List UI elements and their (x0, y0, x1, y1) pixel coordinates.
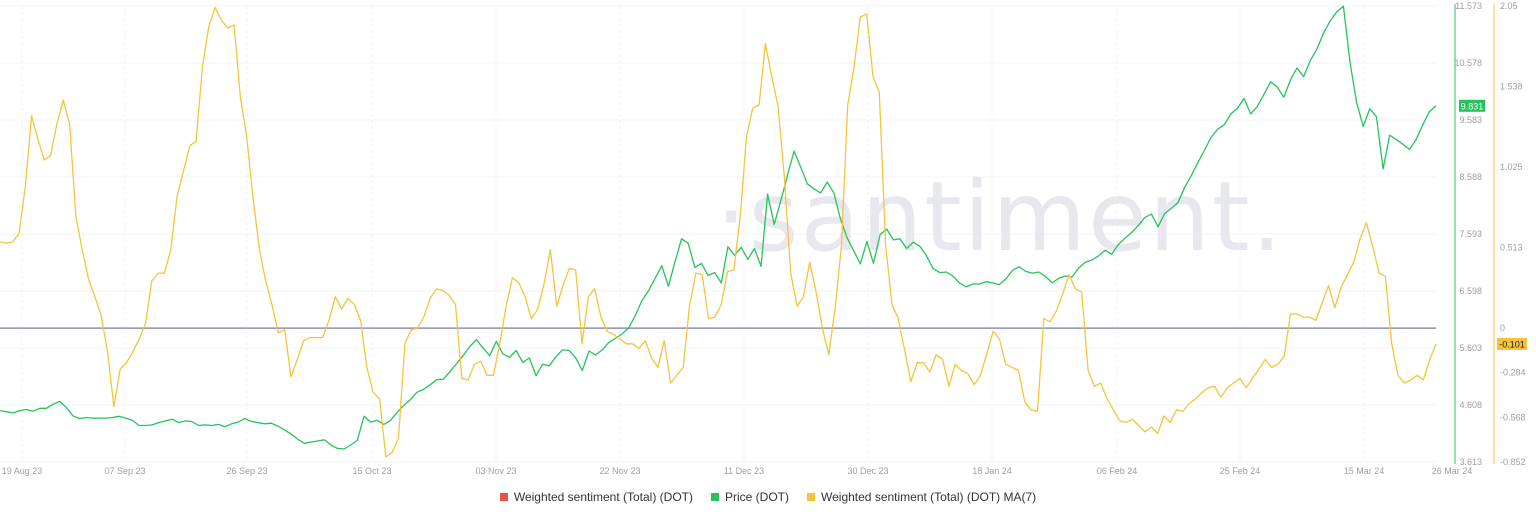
price-tick-label: 6.598 (1459, 286, 1482, 296)
price-tick-label: 4.608 (1459, 400, 1482, 410)
x-tick-label: 06 Feb 24 (1097, 466, 1138, 476)
x-tick-label: 11 Dec 23 (724, 466, 764, 476)
sentiment-tick-label: 1.538 (1500, 81, 1523, 91)
legend-item[interactable]: Price (DOT) (711, 490, 789, 504)
price-last-label: 9.831 (1461, 101, 1484, 111)
sentiment-last-badge (1497, 337, 1527, 350)
sentiment-tick-label: -0.852 (1500, 457, 1526, 467)
price-tick-label: 3.613 (1459, 457, 1482, 467)
legend-label: Weighted sentiment (Total) (DOT) (513, 490, 693, 504)
legend-swatch (711, 493, 719, 501)
legend-item[interactable]: Weighted sentiment (Total) (DOT) (499, 490, 693, 504)
price-tick-label: 8.588 (1459, 172, 1482, 182)
x-tick-label: 03 Nov 23 (475, 466, 516, 476)
legend-swatch (807, 493, 815, 501)
watermark: ·santiment. (716, 161, 1284, 273)
x-tick-label: 18 Jan 24 (972, 466, 1012, 476)
gridlines (0, 5, 1436, 463)
price-tick-label: 11.573 (1455, 1, 1482, 11)
sentiment-tick-label: 1.025 (1500, 162, 1523, 172)
price-series-line (0, 5, 1437, 450)
price-tick-label: 10.578 (1454, 58, 1482, 68)
x-axis: 19 Aug 23 07 Sep 23 26 Sep 23 15 Oct 23 03 N… (2, 466, 1473, 476)
sentiment-axis: 2.05 1.538 1.025 0.513 0 -0.284 -0.568 -0.852 -0… (1493, 1, 1527, 467)
legend-label: Weighted sentiment (Total) (DOT) MA(7) (821, 490, 1037, 504)
sentiment-last-label: -0.101 (1499, 339, 1525, 349)
x-tick-label: 19 Aug 23 (2, 466, 43, 476)
x-tick-label: 15 Mar 24 (1344, 466, 1385, 476)
sentiment-tick-label: 2.05 (1500, 1, 1518, 11)
price-axis: 11.573 10.578 9.583 8.588 7.593 6.598 5.603 4.6… (1454, 1, 1485, 467)
sentiment-ma-series-line (0, 6, 1437, 458)
sentiment-tick-label: -0.568 (1500, 412, 1526, 422)
x-tick-label: 26 Mar 24 (1432, 466, 1473, 476)
legend-swatch (499, 493, 508, 501)
price-last-badge (1459, 99, 1485, 112)
sentiment-tick-label: 0.513 (1500, 243, 1523, 253)
x-tick-label: 25 Feb 24 (1220, 466, 1261, 476)
sentiment-tick-label: -0.284 (1500, 368, 1526, 378)
series-layer (0, 5, 1437, 458)
price-tick-label: 9.583 (1459, 115, 1482, 125)
x-tick-label: 30 Dec 23 (847, 466, 888, 476)
x-tick-label: 07 Sep 23 (104, 466, 145, 476)
legend-item[interactable]: Weighted sentiment (Total) (DOT) MA(7) (807, 490, 1036, 504)
price-tick-label: 7.593 (1459, 229, 1482, 239)
legend-label: Price (DOT) (725, 490, 789, 504)
price-tick-label: 5.603 (1459, 343, 1482, 353)
x-tick-label: 26 Sep 23 (226, 466, 267, 476)
x-tick-label: 22 Nov 23 (599, 466, 640, 476)
sentiment-tick-label: 0 (1500, 323, 1505, 333)
x-tick-label: 15 Oct 23 (352, 466, 391, 476)
legend: Weighted sentiment (Total) (DOT) Price (D… (0, 490, 1536, 504)
